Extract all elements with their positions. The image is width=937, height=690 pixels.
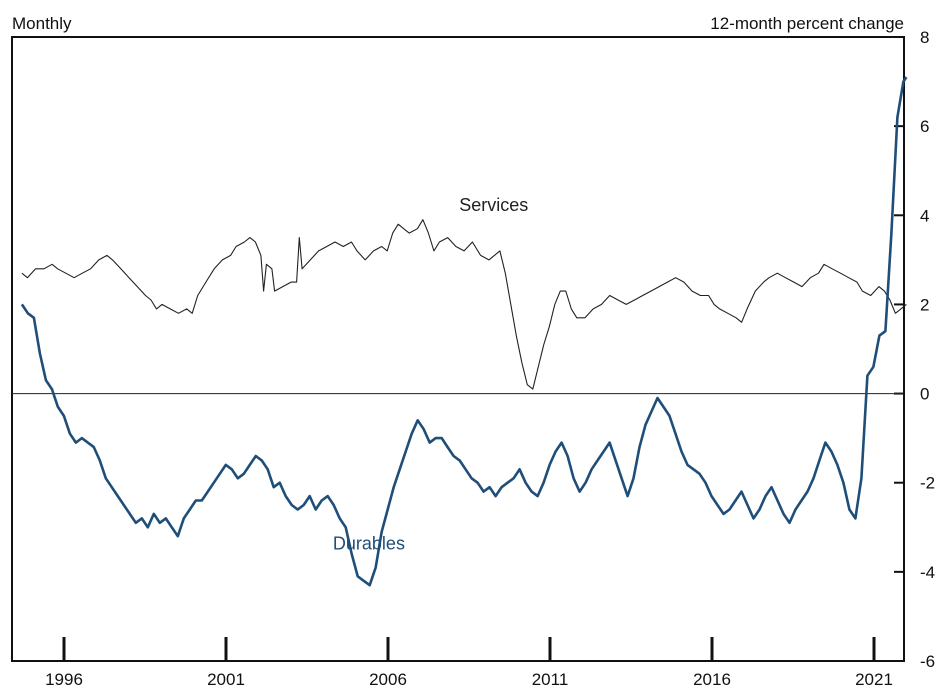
y-tick-label: 4 xyxy=(920,206,929,225)
y-axis: 8 6 4 2 0 -2 -4 -6 xyxy=(894,28,935,671)
y-tick-label: 6 xyxy=(920,117,929,136)
series-line-durables xyxy=(20,76,908,587)
series-label-durables: Durables xyxy=(333,534,405,554)
y-tick-label: -6 xyxy=(920,652,935,671)
right-axis-header: 12-month percent change xyxy=(710,14,904,33)
y-tick-label: -2 xyxy=(920,474,935,493)
x-tick-label: 2011 xyxy=(532,670,569,689)
left-axis-header: Monthly xyxy=(12,14,72,33)
series-group: Services Durables xyxy=(20,76,908,587)
series-line-services xyxy=(21,219,907,390)
x-axis: 1996 2001 2006 2011 2016 2021 xyxy=(45,637,893,689)
plot-frame xyxy=(11,36,905,662)
x-tick-label: 1996 xyxy=(45,670,83,689)
x-tick-label: 2006 xyxy=(369,670,407,689)
y-tick-label: 2 xyxy=(920,295,929,314)
x-tick-label: 2016 xyxy=(693,670,731,689)
series-label-services: Services xyxy=(459,195,528,215)
x-tick-label: 2001 xyxy=(207,670,245,689)
x-tick-label: 2021 xyxy=(855,670,893,689)
y-tick-label: 8 xyxy=(920,28,929,47)
y-tick-label: -4 xyxy=(920,563,935,582)
y-tick-label: 0 xyxy=(920,385,929,404)
